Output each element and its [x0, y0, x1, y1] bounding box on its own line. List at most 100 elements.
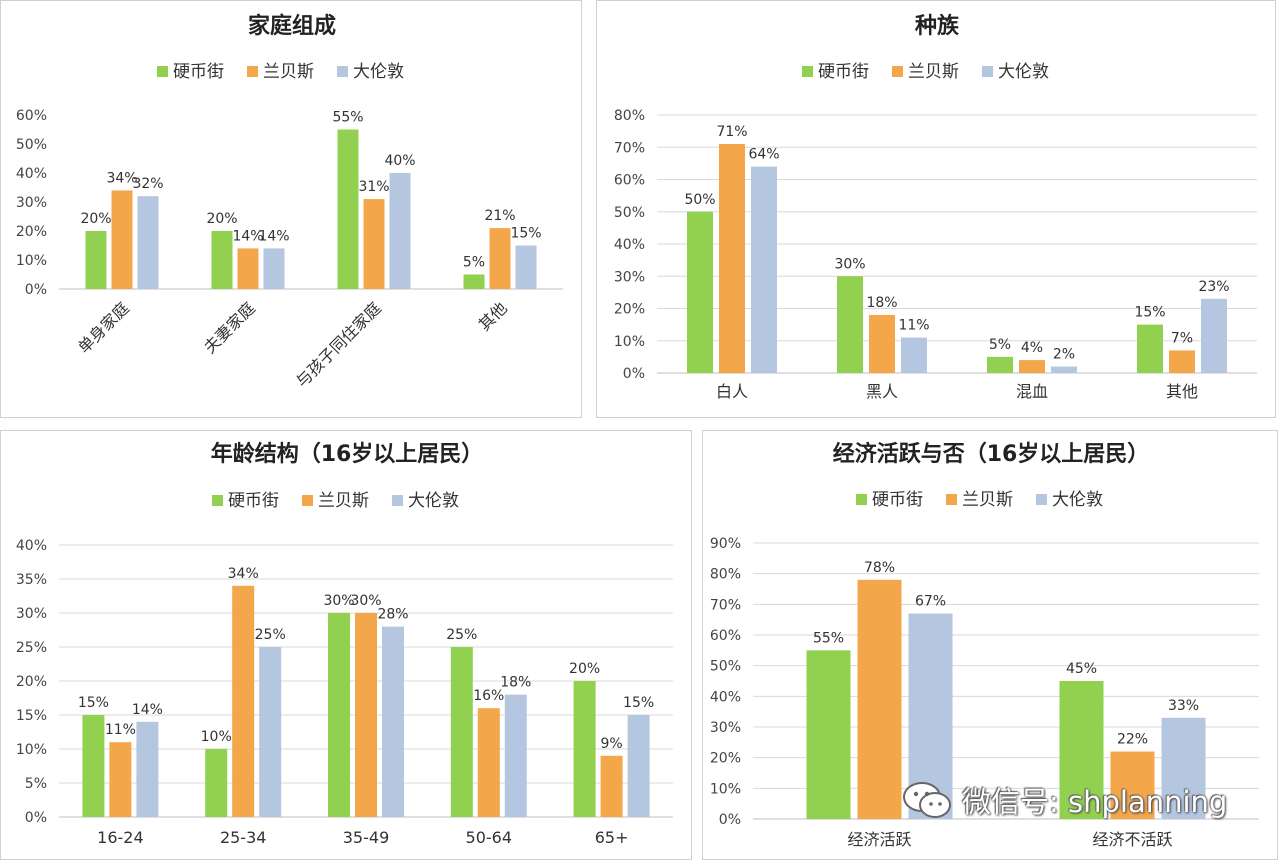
y-tick-label: 30%	[710, 720, 741, 736]
legend-item: 硬币街	[157, 62, 224, 82]
data-label: 20%	[206, 211, 237, 227]
y-tick-label: 20%	[16, 674, 47, 690]
bar	[232, 585, 255, 817]
x-tick-label: 25-34	[220, 828, 267, 847]
data-label: 15%	[510, 226, 541, 242]
bar	[85, 231, 107, 289]
legend-label: 大伦敦	[998, 62, 1049, 82]
legend-swatch	[982, 66, 993, 77]
x-tick-label: 白人	[716, 382, 748, 401]
legend-item: 大伦敦	[1036, 490, 1103, 510]
x-tick-label: 50-64	[466, 828, 513, 847]
data-label: 7%	[1171, 330, 1193, 346]
legend-item: 硬币街	[212, 491, 279, 511]
bar	[328, 613, 350, 817]
bar	[477, 708, 500, 817]
legend-swatch	[337, 66, 348, 77]
bar	[837, 276, 863, 373]
bar	[211, 231, 233, 289]
y-tick-label: 50%	[710, 659, 741, 675]
y-tick-label: 30%	[16, 195, 47, 211]
data-label: 10%	[201, 729, 232, 745]
legend-swatch	[212, 495, 223, 506]
bar	[1137, 324, 1163, 373]
bar	[901, 337, 927, 373]
chart-svg: 经济活跃与否（16岁以上居民） 硬币街 兰贝斯 大伦敦 0% 10% 20% 30% 40% 50…	[710, 441, 1259, 849]
data-label: 14%	[232, 228, 263, 244]
x-tick-label: 16-24	[97, 828, 144, 847]
bar	[1019, 360, 1045, 373]
bar	[806, 650, 851, 819]
legend-item: 大伦敦	[337, 62, 404, 82]
bar	[363, 199, 385, 289]
data-label: 67%	[915, 594, 946, 610]
y-tick-label: 0%	[623, 366, 645, 382]
x-tick-label: 65+	[595, 828, 629, 847]
data-label: 34%	[228, 566, 259, 582]
data-label: 15%	[1134, 305, 1165, 321]
watermark: 微信号: shplanning	[900, 778, 1270, 822]
legend-swatch	[892, 66, 903, 77]
y-tick-label: 10%	[16, 253, 47, 269]
legend-swatch	[946, 494, 957, 505]
data-label: 55%	[813, 630, 844, 646]
legend-swatch	[856, 494, 867, 505]
legend-label: 硬币街	[872, 490, 923, 510]
x-tick-label: 其他	[475, 298, 511, 334]
data-label: 30%	[323, 593, 354, 609]
bar	[137, 196, 159, 289]
x-tick-label: 夫妻家庭	[200, 298, 259, 357]
bar	[751, 166, 777, 373]
y-tick-label: 80%	[710, 567, 741, 583]
data-label: 32%	[132, 176, 163, 192]
data-label: 15%	[623, 695, 654, 711]
legend-label: 硬币街	[228, 491, 279, 511]
bar	[600, 755, 623, 817]
data-label: 64%	[748, 147, 779, 163]
data-label: 11%	[105, 722, 136, 738]
bar	[205, 749, 228, 817]
chart-title: 年龄结构（16岁以上居民）	[211, 441, 484, 467]
bar	[136, 721, 159, 817]
data-label: 18%	[866, 295, 897, 311]
data-label: 18%	[500, 675, 531, 691]
y-tick-label: 50%	[16, 137, 47, 153]
bar	[869, 314, 895, 373]
legend-label: 兰贝斯	[318, 491, 369, 511]
legend-label: 大伦敦	[1052, 490, 1103, 510]
y-tick-label: 30%	[614, 269, 645, 285]
data-label: 45%	[1066, 661, 1097, 677]
y-tick-label: 40%	[16, 538, 47, 554]
data-label: 50%	[684, 192, 715, 208]
y-tick-label: 15%	[16, 708, 47, 724]
bar	[504, 694, 527, 817]
x-tick-label: 35-49	[343, 828, 390, 847]
data-label: 22%	[1117, 732, 1148, 748]
bar	[1169, 350, 1195, 373]
y-tick-label: 35%	[16, 572, 47, 588]
legend-label: 兰贝斯	[962, 490, 1013, 510]
x-tick-label: 与孩子同住家庭	[292, 298, 385, 391]
data-label: 55%	[332, 110, 363, 126]
y-tick-label: 40%	[710, 689, 741, 705]
data-label: 2%	[1053, 347, 1075, 363]
legend-label: 兰贝斯	[263, 62, 314, 82]
legend-item: 兰贝斯	[946, 490, 1013, 510]
x-tick-label: 单身家庭	[74, 298, 133, 357]
data-label: 34%	[106, 170, 137, 186]
bar	[515, 245, 537, 289]
bar	[1201, 298, 1227, 373]
bar	[1051, 366, 1077, 373]
legend-label: 硬币街	[173, 62, 224, 82]
bar	[857, 579, 902, 819]
data-label: 23%	[1198, 279, 1229, 295]
data-label: 5%	[989, 337, 1011, 353]
legend-swatch	[802, 66, 813, 77]
legend-label: 硬币街	[818, 62, 869, 82]
y-tick-label: 40%	[16, 166, 47, 182]
bar	[627, 715, 650, 817]
y-tick-label: 90%	[710, 536, 741, 552]
x-tick-label: 黑人	[866, 382, 898, 401]
bar	[987, 356, 1013, 373]
